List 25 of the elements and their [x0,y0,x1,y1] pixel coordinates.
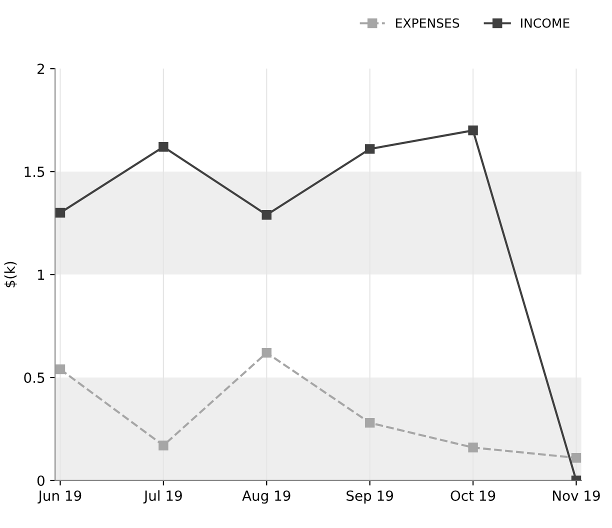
x-tick-label: Aug 19 [242,490,290,504]
point [55,208,66,218]
x-tick-label: Jul 19 [143,490,182,504]
point [262,210,272,220]
x-tick-label: Jun 19 [38,490,82,504]
y-tick-label: 0 [37,475,44,486]
y-axis-title: $(k) [4,262,17,288]
point [468,442,478,452]
y-tick-label: 2 [38,64,44,74]
y-tick-label: 0.5 [24,372,44,383]
x-tick-label: Nov 19 [553,490,600,501]
point [468,126,478,136]
x-tick-label: Oct 19 [450,490,496,501]
point [55,364,66,374]
point [158,440,168,450]
point [571,452,582,463]
point [364,418,375,428]
legend-label: EXPENSES [396,18,460,28]
y-tick-label: 1 [38,270,44,280]
point [262,348,272,358]
x-tick-label: Sep 19 [346,490,393,504]
point [364,144,375,154]
legend-label: INCOME [521,18,570,28]
y-tick-label: 1.5 [24,166,44,178]
point [158,142,168,152]
